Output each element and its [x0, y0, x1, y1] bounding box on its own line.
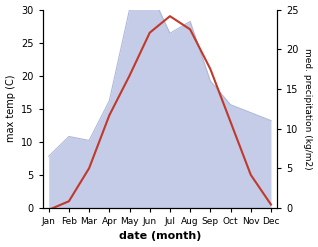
X-axis label: date (month): date (month) [119, 231, 201, 242]
Y-axis label: med. precipitation (kg/m2): med. precipitation (kg/m2) [303, 48, 313, 169]
Y-axis label: max temp (C): max temp (C) [5, 75, 16, 143]
